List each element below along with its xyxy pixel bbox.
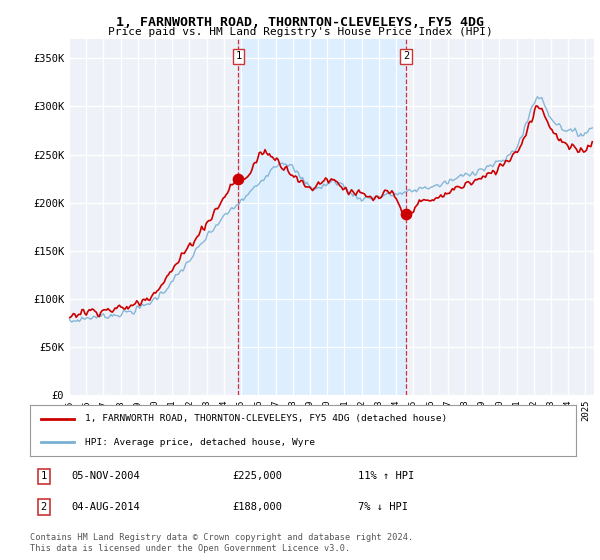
Text: 2: 2 [403, 52, 409, 62]
Text: 1: 1 [235, 52, 242, 62]
Text: 04-AUG-2014: 04-AUG-2014 [71, 502, 140, 512]
Point [233, 174, 243, 183]
Text: HPI: Average price, detached house, Wyre: HPI: Average price, detached house, Wyre [85, 438, 314, 447]
Text: 05-NOV-2004: 05-NOV-2004 [71, 472, 140, 482]
Text: £225,000: £225,000 [232, 472, 282, 482]
Text: 2: 2 [41, 502, 47, 512]
Text: Contains HM Land Registry data © Crown copyright and database right 2024.
This d: Contains HM Land Registry data © Crown c… [30, 533, 413, 553]
Text: 1: 1 [41, 472, 47, 482]
Text: 1, FARNWORTH ROAD, THORNTON-CLEVELEYS, FY5 4DG: 1, FARNWORTH ROAD, THORNTON-CLEVELEYS, F… [116, 16, 484, 29]
Text: 11% ↑ HPI: 11% ↑ HPI [358, 472, 414, 482]
Text: 7% ↓ HPI: 7% ↓ HPI [358, 502, 407, 512]
Point [401, 209, 411, 218]
Text: Price paid vs. HM Land Registry's House Price Index (HPI): Price paid vs. HM Land Registry's House … [107, 27, 493, 37]
Bar [238, 39, 406, 395]
Text: 1, FARNWORTH ROAD, THORNTON-CLEVELEYS, FY5 4DG (detached house): 1, FARNWORTH ROAD, THORNTON-CLEVELEYS, F… [85, 414, 447, 423]
Text: £188,000: £188,000 [232, 502, 282, 512]
